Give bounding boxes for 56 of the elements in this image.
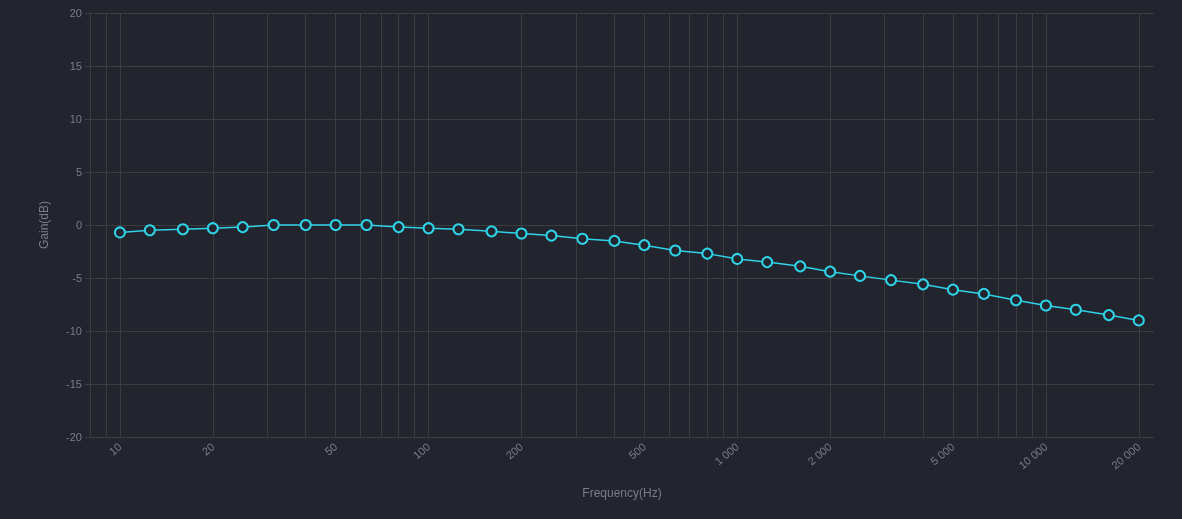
y-tick-label: 10 [69, 113, 82, 125]
x-axis-title: Frequency(Hz) [582, 486, 662, 500]
y-axis-title: Gain(dB) [37, 200, 51, 250]
point [1132, 314, 1145, 327]
point [946, 283, 959, 296]
point [701, 247, 714, 260]
point [885, 274, 898, 287]
point [176, 223, 189, 236]
x-tick-label: 20 [199, 440, 217, 458]
x-tick-label: 10 [106, 440, 124, 458]
point [206, 222, 219, 235]
point [731, 252, 744, 265]
x-tick-label: 1 000 [712, 440, 742, 468]
point [113, 226, 126, 239]
x-tick-label: 2 000 [805, 440, 835, 468]
point [236, 221, 249, 234]
point [422, 222, 435, 235]
x-tick-label: 50 [322, 440, 340, 458]
x-tick-label: 500 [626, 440, 649, 462]
y-tick-label: 15 [69, 60, 82, 72]
point [1102, 309, 1115, 322]
x-tick-label: 200 [503, 440, 526, 462]
point [485, 225, 498, 238]
point [669, 244, 682, 257]
point [299, 219, 312, 231]
point [1009, 294, 1022, 307]
y-tick-label: 0 [75, 219, 82, 231]
y-tick-label: -5 [72, 272, 82, 284]
x-tick-label: 20 000 [1109, 440, 1143, 472]
y-tick-label: -20 [66, 431, 82, 443]
x-tick-label: 5 000 [928, 440, 957, 468]
point [761, 256, 774, 269]
point [576, 232, 589, 245]
point [854, 269, 867, 282]
y-tick-label: 20 [69, 7, 82, 19]
point [143, 224, 156, 237]
point [267, 219, 280, 231]
point [452, 223, 465, 236]
y-tick-label: -15 [66, 378, 82, 390]
point [392, 221, 405, 234]
point [545, 229, 558, 242]
point [794, 260, 807, 273]
point [515, 227, 528, 240]
point [638, 239, 651, 252]
point [1039, 299, 1052, 312]
x-tick-label: 10 000 [1016, 440, 1050, 472]
y-tick-label: 5 [75, 166, 82, 178]
point [917, 278, 930, 291]
y-tick-label: -10 [66, 325, 82, 337]
x-tick-label: 100 [410, 440, 433, 462]
point [360, 219, 373, 231]
point [824, 265, 837, 278]
point [977, 287, 990, 300]
point [1069, 303, 1082, 316]
point [329, 219, 342, 231]
point [608, 234, 621, 247]
